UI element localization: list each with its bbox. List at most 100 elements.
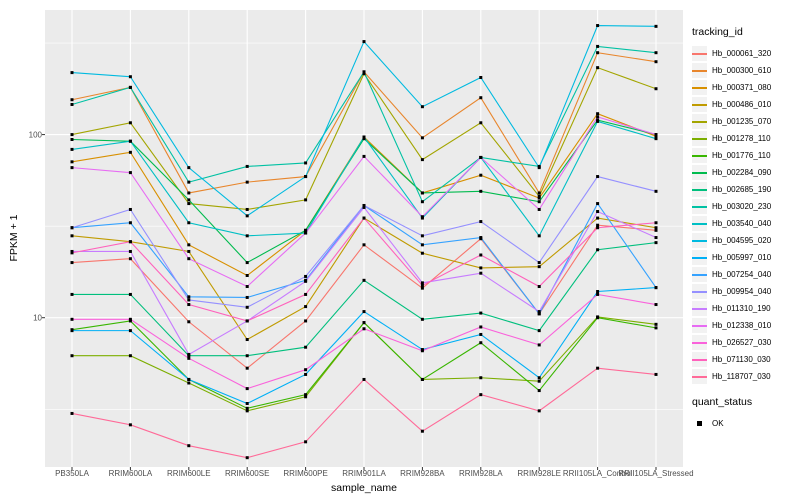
data-point <box>654 51 658 55</box>
legend-key-swatch <box>692 233 707 248</box>
data-point <box>245 354 249 358</box>
data-point <box>654 134 658 138</box>
data-point <box>304 345 308 349</box>
legend-item-Hb_011310_190: Hb_011310_190 <box>692 300 798 317</box>
data-point <box>245 319 249 323</box>
legend-item-Hb_001776_110: Hb_001776_110 <box>692 147 798 164</box>
data-point <box>654 221 658 225</box>
legend: tracking_id Hb_000061_320 Hb_000300_610 Hb… <box>692 26 798 432</box>
data-point <box>187 257 191 261</box>
data-point <box>304 292 308 296</box>
data-point <box>128 257 132 261</box>
data-point <box>128 423 132 427</box>
x-tick-label: RRII105LA_Stressed <box>618 469 694 478</box>
data-point <box>128 75 132 79</box>
data-point <box>479 155 483 159</box>
legend-item-Hb_009954_040: Hb_009954_040 <box>692 283 798 300</box>
data-point <box>420 283 424 287</box>
data-point <box>304 368 308 372</box>
data-point <box>537 261 541 265</box>
data-point <box>187 298 191 302</box>
square-point-icon <box>697 421 702 426</box>
data-point <box>537 234 541 238</box>
data-point <box>479 253 483 257</box>
data-point <box>70 138 74 142</box>
legend-key-swatch <box>692 80 707 95</box>
data-point <box>187 249 191 253</box>
data-point <box>537 166 541 170</box>
data-point <box>304 372 308 376</box>
series-color-line-icon <box>692 53 707 55</box>
data-point <box>479 271 483 275</box>
data-point <box>596 51 600 55</box>
data-point <box>596 175 600 179</box>
legend-item-Hb_000486_010: Hb_000486_010 <box>692 96 798 113</box>
data-point <box>420 191 424 195</box>
data-point <box>479 173 483 177</box>
data-point <box>362 137 366 141</box>
legend-item-label: Hb_118707_030 <box>712 372 771 381</box>
data-point <box>70 317 74 321</box>
legend-item-label: OK <box>712 419 724 428</box>
data-point <box>362 70 366 74</box>
data-point <box>304 161 308 165</box>
x-tick-label: RRIM600LE <box>167 469 211 478</box>
data-point <box>128 85 132 89</box>
x-tick-label: RRIM901LA <box>342 469 386 478</box>
data-point <box>479 121 483 125</box>
legend-item-Hb_003540_040: Hb_003540_040 <box>692 215 798 232</box>
series-color-line-icon <box>692 308 707 310</box>
legend-item-Hb_000371_080: Hb_000371_080 <box>692 79 798 96</box>
data-point <box>362 135 366 139</box>
data-point <box>304 274 308 278</box>
data-point <box>362 40 366 44</box>
legend-item-label: Hb_004595_020 <box>712 236 772 245</box>
data-point <box>420 317 424 321</box>
y-axis-title: FPKM + 1 <box>8 214 20 262</box>
data-point <box>479 332 483 336</box>
data-point <box>128 354 132 358</box>
data-point <box>596 316 600 320</box>
legend-title-tracking-id: tracking_id <box>692 26 743 38</box>
data-point <box>128 207 132 211</box>
data-point <box>537 376 541 380</box>
data-point <box>479 236 483 240</box>
data-point <box>70 261 74 265</box>
data-point <box>654 303 658 307</box>
data-point <box>596 366 600 370</box>
series-color-line-icon <box>692 104 707 106</box>
data-point <box>537 265 541 269</box>
data-point <box>596 112 600 116</box>
data-point <box>596 210 600 214</box>
legend-item-ok: OK <box>692 415 798 432</box>
data-point <box>304 198 308 202</box>
data-point <box>596 119 600 123</box>
x-tick-label: RRIM600SE <box>224 469 270 478</box>
data-point <box>362 205 366 209</box>
data-point <box>187 352 191 356</box>
legend-item-Hb_002685_190: Hb_002685_190 <box>692 181 798 198</box>
data-point <box>596 115 600 119</box>
series-color-line-icon <box>692 274 707 276</box>
data-point <box>654 372 658 376</box>
data-point <box>596 66 600 70</box>
data-point <box>596 44 600 48</box>
series-color-line-icon <box>692 138 707 140</box>
data-point <box>654 236 658 240</box>
data-point <box>596 290 600 294</box>
series-color-line-icon <box>692 325 707 327</box>
data-point <box>479 376 483 380</box>
data-point <box>479 341 483 345</box>
series-color-line-icon <box>692 291 707 293</box>
legend-item-label: Hb_071130_030 <box>712 355 771 364</box>
data-point <box>362 321 366 325</box>
legend-key-swatch <box>692 199 707 214</box>
series-color-line-icon <box>692 376 707 378</box>
data-point <box>70 98 74 102</box>
data-point <box>420 281 424 285</box>
data-point <box>537 194 541 198</box>
series-color-line-icon <box>692 223 707 225</box>
x-tick-label: PB350LA <box>55 469 89 478</box>
legend-item-label: Hb_000061_320 <box>712 49 772 58</box>
legend-item-Hb_001235_070: Hb_001235_070 <box>692 113 798 130</box>
